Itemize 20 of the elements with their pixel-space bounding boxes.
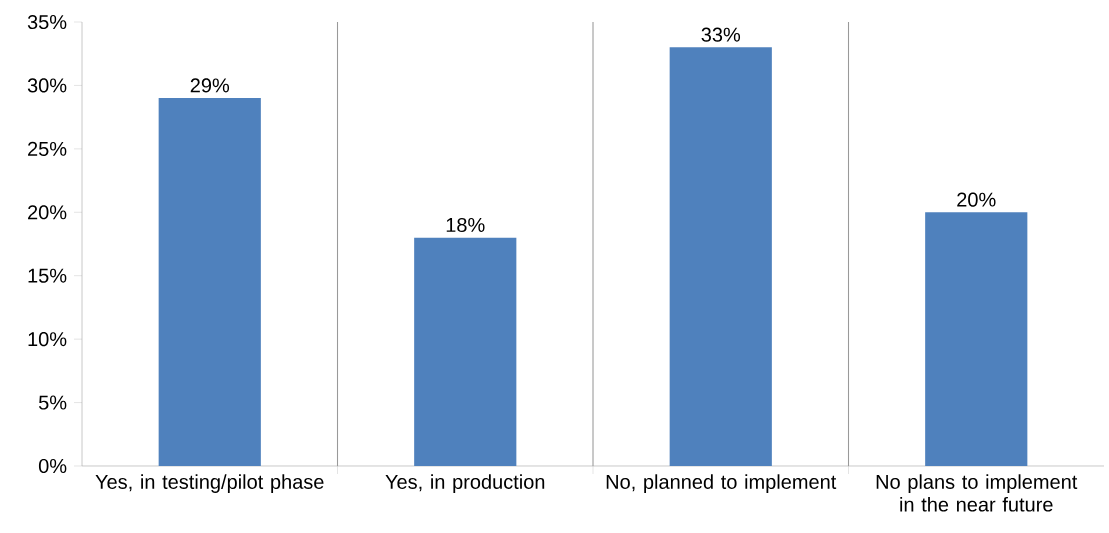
x-tick-label: No plans to implement in the near future	[876, 474, 1078, 512]
x-tick-label: Yes, in testing/pilot phase	[95, 474, 324, 493]
y-tick-label: 35%	[27, 14, 67, 30]
y-tick-label: 0%	[38, 458, 67, 474]
bar	[414, 237, 517, 466]
y-tick-label: 10%	[28, 332, 67, 347]
y-tick-label: 25%	[28, 141, 67, 156]
bar	[925, 212, 1028, 466]
x-tick-label: Yes, in production	[385, 474, 545, 493]
x-tick-label: No, planned to implement	[606, 474, 837, 493]
y-tick-label: 15%	[28, 268, 67, 283]
data-label: 18%	[446, 217, 485, 233]
data-label: 20%	[957, 192, 996, 207]
bar	[158, 98, 261, 466]
y-tick-label: 20%	[28, 205, 67, 220]
data-label: 29%	[190, 78, 230, 93]
bar	[669, 47, 772, 466]
y-tick-label: 5%	[38, 395, 67, 410]
data-label: 33%	[701, 27, 741, 42]
y-tick-label: 30%	[27, 78, 67, 93]
